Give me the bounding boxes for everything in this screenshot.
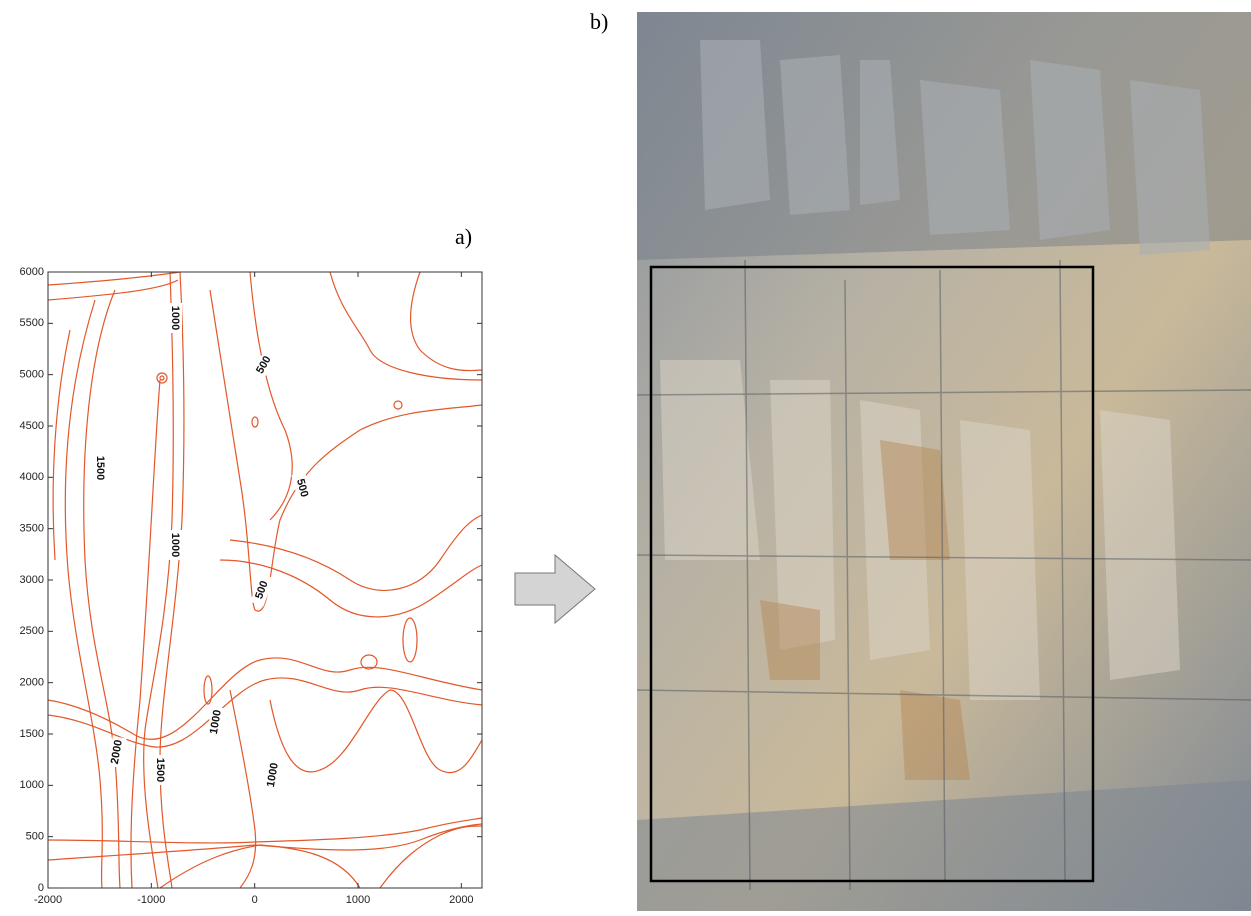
x-tick-label: -1000: [137, 894, 165, 906]
contour-label: 1000: [169, 306, 181, 330]
contour-label: 2000: [109, 739, 125, 765]
y-tick-label: 2000: [20, 677, 44, 689]
x-tick-label: 2000: [449, 894, 473, 906]
y-tick-label: 500: [26, 831, 44, 843]
contour-label: 500: [253, 579, 271, 600]
panel-label: a): [455, 224, 472, 249]
contour-label: 500: [294, 478, 310, 499]
y-tick-label: 5500: [20, 317, 44, 329]
y-tick-label: 0: [38, 882, 44, 894]
y-tick-label: 4000: [20, 471, 44, 483]
x-tick-label: -2000: [34, 894, 62, 906]
x-tick-label: 1000: [346, 894, 370, 906]
y-tick-label: 1500: [20, 728, 44, 740]
y-tick-label: 1000: [20, 779, 44, 791]
contour-label: 1000: [208, 709, 224, 735]
contour-label: 1000: [265, 762, 281, 788]
arrow: [515, 555, 595, 623]
contour-label: 1500: [154, 758, 166, 782]
contour-label: 1000: [169, 533, 181, 557]
y-tick-label: 2500: [20, 625, 44, 637]
y-tick-label: 6000: [20, 266, 44, 278]
y-tick-label: 5000: [20, 369, 44, 381]
y-tick-label: 3500: [20, 523, 44, 535]
contour-label: 1500: [94, 456, 106, 480]
y-tick-label: 3000: [20, 574, 44, 586]
rock-photo: [637, 12, 1251, 911]
panel-label: b): [590, 9, 608, 34]
x-tick-label: 0: [252, 894, 258, 906]
figure: a) b): [0, 0, 1251, 911]
y-tick-label: 4500: [20, 420, 44, 432]
